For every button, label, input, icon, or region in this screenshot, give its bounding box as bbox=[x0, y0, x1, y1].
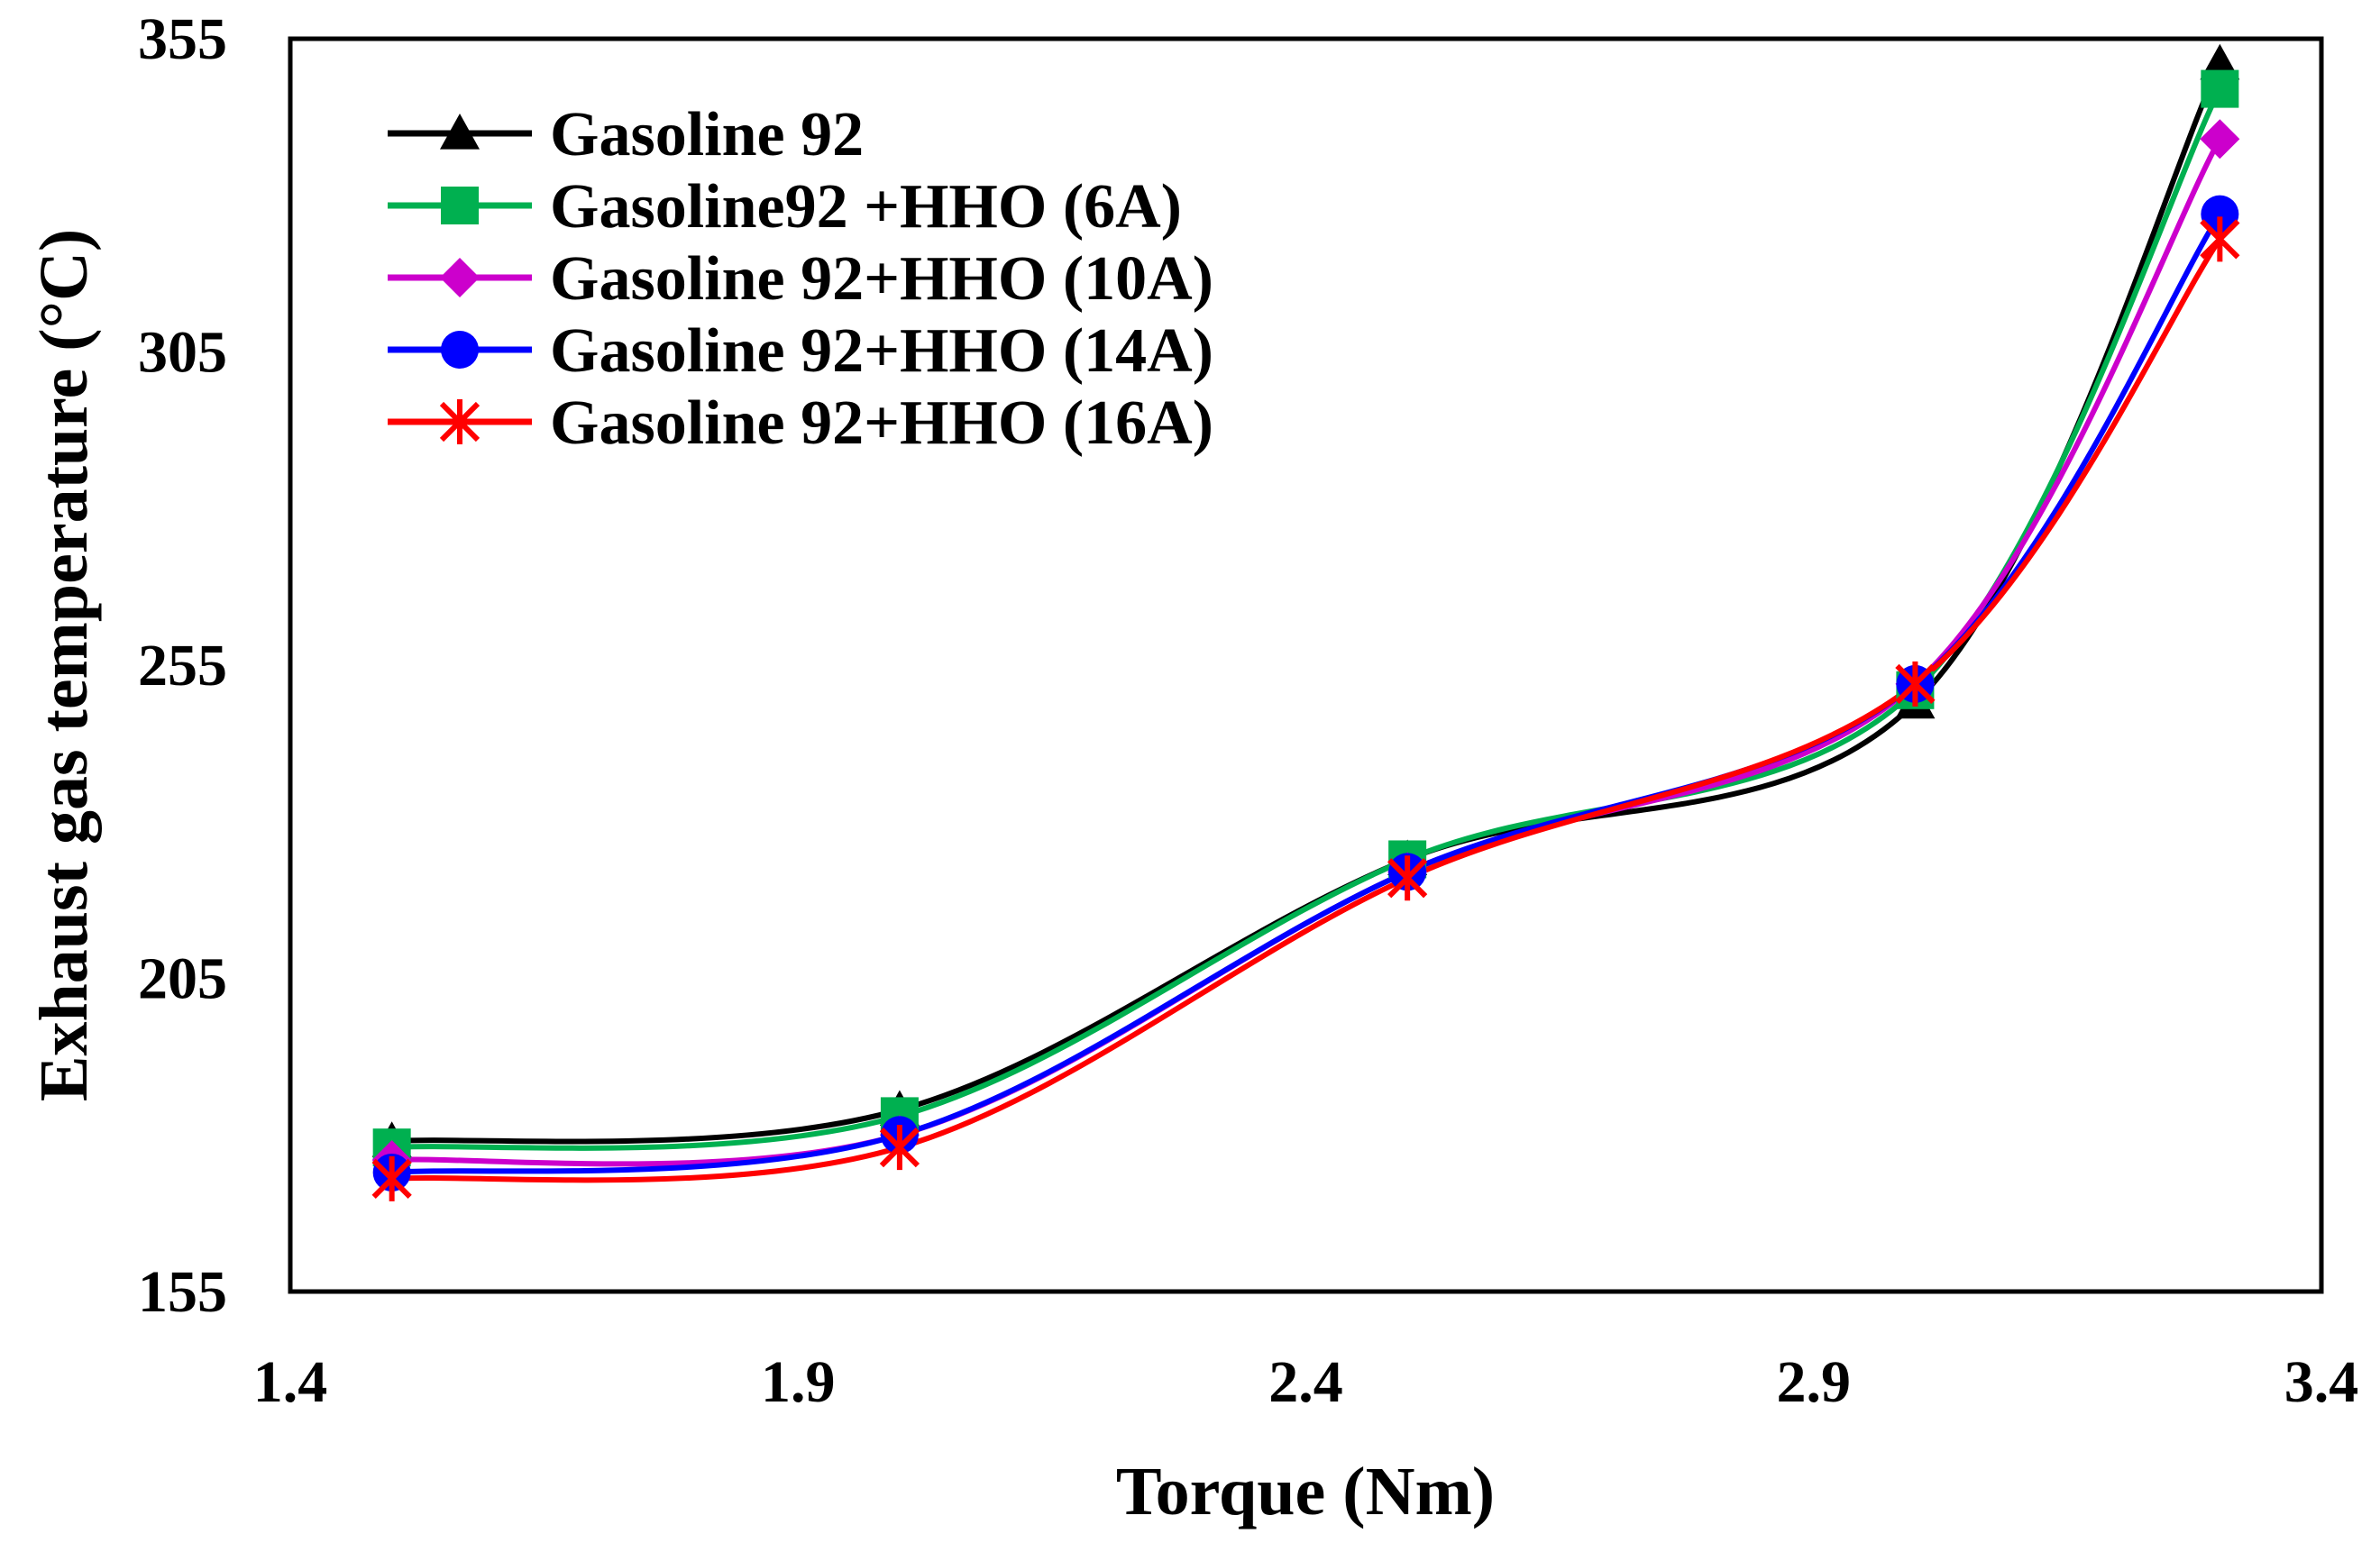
legend-marker bbox=[441, 331, 479, 369]
x-tick-label: 3.4 bbox=[2284, 1349, 2359, 1415]
x-tick-label: 1.4 bbox=[253, 1349, 328, 1415]
legend-marker bbox=[439, 399, 481, 444]
y-axis-ticks: 155 205 255 305 355 bbox=[138, 6, 227, 1325]
series-line-2 bbox=[391, 87, 2223, 1151]
legend-label: Gasoline92 +HHO (6A) bbox=[550, 172, 1182, 242]
legend-label: Gasoline 92+HHO (10A) bbox=[550, 244, 1213, 314]
plot-frame bbox=[288, 36, 2324, 1294]
y-tick-label: 305 bbox=[138, 320, 227, 386]
legend-marker bbox=[440, 114, 480, 150]
data-point-series-5 bbox=[1387, 855, 1428, 901]
data-point-series-3 bbox=[2200, 119, 2240, 160]
y-tick-label: 255 bbox=[138, 633, 227, 698]
y-tick-label: 155 bbox=[138, 1259, 227, 1325]
legend-marker bbox=[441, 187, 479, 224]
y-tick-label: 205 bbox=[138, 946, 227, 1012]
x-tick-label: 1.9 bbox=[761, 1349, 836, 1415]
data-point-series-5 bbox=[879, 1125, 920, 1171]
data-point-series-5 bbox=[371, 1155, 412, 1201]
y-axis-title: Exhaust gas temperature (°C) bbox=[26, 229, 102, 1101]
y-tick-label: 355 bbox=[138, 6, 227, 72]
data-point-series-4 bbox=[2201, 195, 2239, 233]
x-axis-ticks: 1.4 1.9 2.4 2.9 3.4 bbox=[253, 1349, 2359, 1415]
legend-label: Gasoline 92 bbox=[550, 100, 864, 169]
data-point-series-2 bbox=[2201, 69, 2239, 108]
legend-label: Gasoline 92+HHO (14A) bbox=[550, 316, 1213, 386]
x-tick-label: 2.9 bbox=[1777, 1349, 1852, 1415]
data-point-series-5 bbox=[2200, 216, 2240, 262]
legend-marker bbox=[440, 258, 480, 297]
marker-layer bbox=[371, 43, 2240, 1201]
legend-label: Gasoline 92+HHO (16A) bbox=[550, 388, 1213, 458]
x-tick-label: 2.4 bbox=[1268, 1349, 1343, 1415]
data-point-series-5 bbox=[1895, 661, 1936, 707]
x-axis-title: Torque (Nm) bbox=[1116, 1454, 1495, 1529]
